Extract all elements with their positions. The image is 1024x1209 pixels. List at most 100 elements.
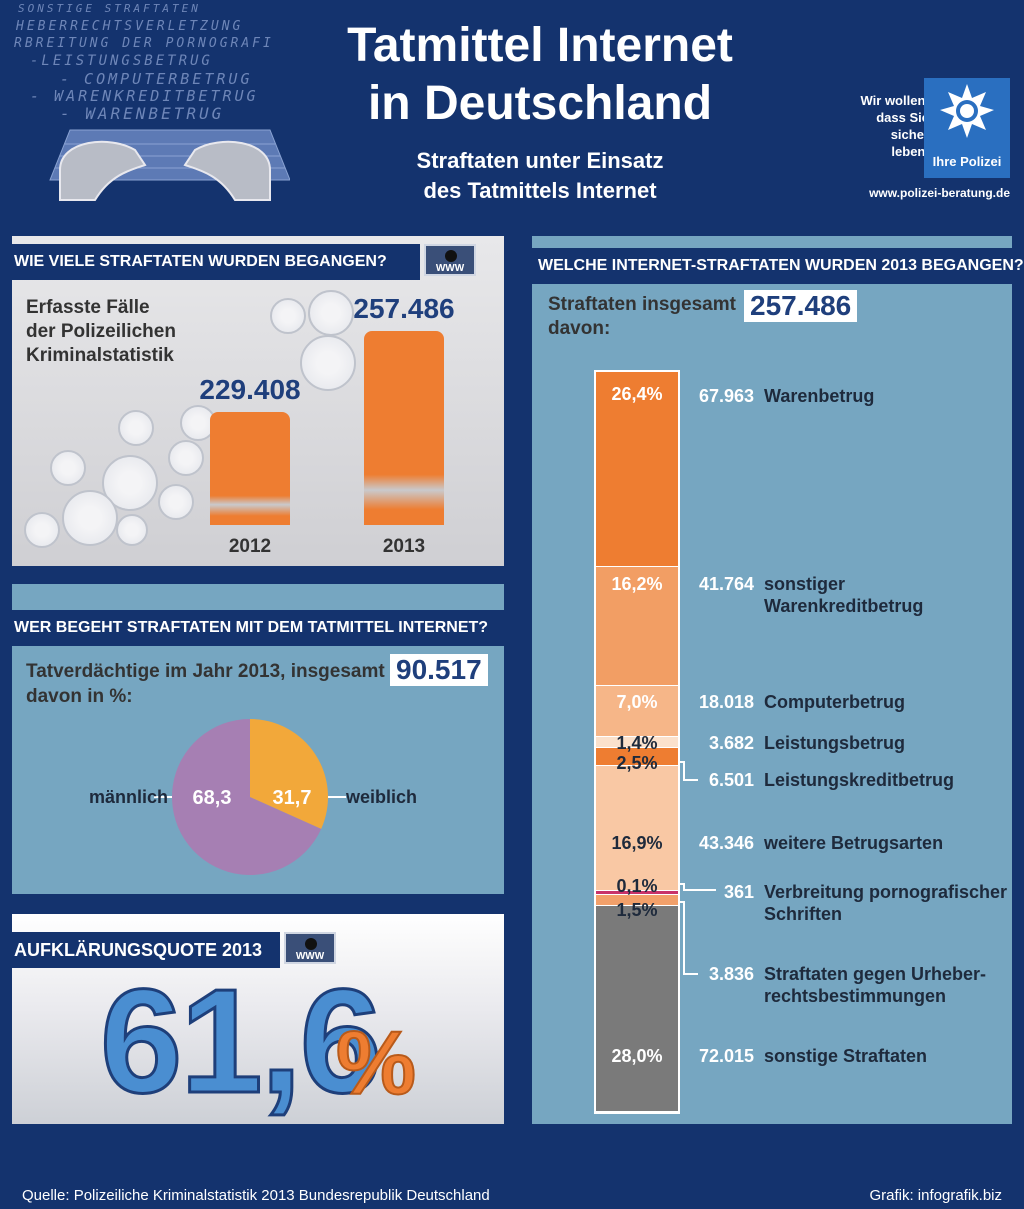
footer [0, 1135, 1024, 1209]
stack-category-label: weitere Betrugsarten [764, 833, 944, 853]
stack-percent-label: 0,1% [616, 876, 658, 896]
stack-legend-row: 3.836 Straftaten gegen Urheber-rechtsbest… [688, 964, 986, 1006]
header-banner: SONSTIGE STRAFTATEN HEBERRECHTSVERLETZUNG… [0, 0, 1024, 215]
stack-legend-row: 6.501 Leistungskreditbetrug [688, 770, 954, 791]
offences-davon: davon: [548, 318, 611, 339]
stack-segment [596, 766, 678, 891]
stack-legend-row: 72.015 sonstige Straftaten [688, 1046, 927, 1067]
keyword-text: - WARENKREDITBETRUG [30, 87, 259, 105]
bar-value-label: 229.408 [199, 374, 301, 405]
clearance-value: 61,6 [98, 959, 383, 1124]
logo-text-1: Wir wollen, [860, 93, 930, 108]
stack-category-label: Computerbetrug [764, 692, 905, 712]
gender-pie-chart: 68,3 31,7 männlich weiblich [89, 719, 417, 875]
bar-category-label: 2012 [228, 536, 272, 557]
www-skull-icon: WWW [284, 932, 336, 964]
offences-total: 257.486 [744, 290, 858, 322]
offences-total-label: Straftaten insgesamt [548, 294, 736, 315]
stack-value-label: 361 [723, 882, 754, 902]
stack-segment [596, 747, 678, 767]
stack-percent-label: 28,0% [611, 1046, 663, 1066]
police-star-icon [940, 84, 994, 138]
stack-percent-label: 7,0% [616, 692, 658, 712]
logo-brand: Ihre Polizei [932, 154, 1002, 169]
stack-value-label: 6.501 [708, 770, 754, 790]
keyboard-illustration [40, 120, 291, 210]
stack-legend-row: 361 Verbreitung pornografischer Schriften [688, 882, 1007, 924]
pie-slice-männlich [172, 719, 322, 875]
pie-value-label: 68,3 [193, 787, 232, 809]
stack-category-label: sonstige Straftaten [764, 1046, 928, 1066]
bar-2012 [210, 412, 290, 525]
heading-offences: WELCHE INTERNET-STRAFTATEN WURDEN 2013 B… [524, 248, 1024, 284]
main-title-line2: in Deutschland [367, 77, 713, 130]
stack-segment [596, 890, 678, 895]
stack-category-label-line2: Warenkreditbetrug [764, 596, 924, 616]
stack-category-label: Leistungskreditbetrug [764, 770, 955, 790]
stack-legend-row: 18.018 Computerbetrug [688, 692, 905, 713]
stack-segment [596, 685, 678, 738]
stack-value-label: 41.764 [698, 574, 754, 594]
pie-category-label: weiblich [345, 787, 417, 807]
stack-value-label: 43.346 [698, 833, 754, 853]
stack-value-label: 3.682 [708, 733, 754, 753]
stack-legend-row: 41.764 sonstiger Warenkreditbetrug [688, 574, 923, 616]
stack-category-label: Straftaten gegen Urheber- [764, 964, 987, 984]
stack-legend-row: 43.346 weitere Betrugsarten [688, 833, 943, 854]
cases-desc-line2: der Polizeilichen [26, 321, 176, 342]
suspects-intro: Tatverdächtige im Jahr 2013, insgesamt [26, 661, 385, 682]
stack-legend-row: 3.682 Leistungsbetrug [688, 733, 905, 754]
stack-percent-label: 1,5% [616, 900, 658, 920]
stack-percent-label: 1,4% [616, 733, 658, 753]
suspects-total: 90.517 [390, 654, 488, 686]
subtitle-line2: des Tatmittels Internet [423, 178, 657, 203]
keyword-text: HEBERRECHTSVERLETZUNG [16, 19, 244, 34]
stack-segment [596, 566, 678, 686]
keyword-text: RBREITUNG DER PORNOGRAFI [14, 36, 274, 51]
offences-stacked-bar [594, 370, 680, 1114]
pie-category-label: männlich [89, 787, 168, 807]
source-text: Quelle: Polizeiliche Kriminalstatistik 2… [22, 1187, 490, 1204]
keyword-text: - WARENBETRUG [60, 104, 225, 123]
heading-suspects: WER BEGEHT STRAFTATEN MIT DEM TATMITTEL … [0, 610, 504, 646]
main-title-line1: Tatmittel Internet [347, 19, 733, 72]
suspects-intro2: davon in %: [26, 686, 133, 707]
clearance-percent: % [335, 1013, 417, 1115]
www-skull-icon: WWW [424, 244, 476, 276]
cases-desc-line3: Kriminalstatistik [26, 345, 174, 366]
bar-category-label: 2013 [382, 536, 426, 557]
bar-value-label: 257.486 [353, 293, 455, 324]
stack-percent-label: 2,5% [616, 753, 658, 773]
keyword-text: SONSTIGE STRAFTATEN [18, 2, 201, 15]
logo-text-3: sicher leben. [890, 127, 929, 159]
stack-percent-label: 16,9% [611, 833, 663, 853]
stack-value-label: 3.836 [708, 964, 754, 984]
stack-category-label: Verbreitung pornografischer [764, 882, 1008, 902]
stack-segment [596, 737, 678, 748]
logo-text-2: dass Sie [876, 110, 929, 125]
stack-value-label: 18.018 [698, 692, 754, 712]
stack-category-label-line2: Schriften [764, 904, 843, 924]
stack-percent-label: 26,4% [611, 384, 663, 404]
stack-segment [596, 372, 678, 567]
keyword-text: - COMPUTERBETRUG [60, 70, 253, 88]
stack-category-label-line2: rechtsbestimmungen [764, 986, 947, 1006]
keyword-text: -LEISTUNGSBETRUG [30, 53, 213, 69]
stack-segment [596, 894, 678, 906]
subtitle-line1: Straftaten unter Einsatz [416, 148, 664, 173]
stack-value-label: 72.015 [698, 1046, 754, 1066]
heading-cases: WIE VIELE STRAFTATEN WURDEN BEGANGEN? [0, 244, 420, 280]
stack-legend-row: 67.963 Warenbetrug [688, 386, 874, 407]
pie-value-label: 31,7 [273, 787, 312, 809]
stack-percent-label: 16,2% [611, 574, 663, 594]
stack-value-label: 67.963 [698, 386, 754, 406]
stack-segment [596, 905, 678, 1112]
bar-2013 [364, 331, 444, 525]
credit-text: Grafik: infografik.biz [869, 1187, 1002, 1204]
pie-slice-weiblich [250, 719, 328, 829]
stack-category-label: sonstiger [764, 574, 846, 594]
leader-lines [680, 761, 716, 975]
logo-url[interactable]: www.polizei-beratung.de [869, 186, 1010, 200]
stack-category-label: Leistungsbetrug [764, 733, 906, 753]
heading-clearance: AUFKLÄRUNGSQUOTE 2013 [0, 932, 280, 968]
